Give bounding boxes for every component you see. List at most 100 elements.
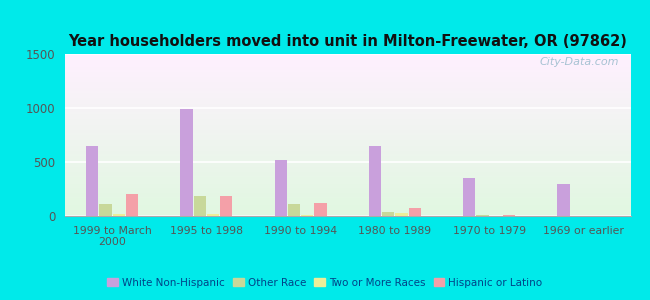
Bar <box>65 167 630 169</box>
Bar <box>65 190 630 192</box>
Bar <box>65 119 630 120</box>
Bar <box>65 98 630 99</box>
Bar <box>65 56 630 57</box>
Bar <box>86 146 98 216</box>
Bar <box>65 59 630 61</box>
Bar <box>65 70 630 72</box>
Bar <box>65 164 630 166</box>
Bar <box>409 208 421 216</box>
Bar <box>65 209 630 211</box>
Bar <box>463 178 475 216</box>
Bar <box>65 134 630 135</box>
Bar <box>288 204 300 216</box>
Bar <box>65 111 630 112</box>
Bar <box>65 148 630 150</box>
Bar <box>65 86 630 88</box>
Bar <box>126 194 138 216</box>
Bar <box>65 195 630 196</box>
Bar <box>65 64 630 65</box>
Bar <box>65 169 630 171</box>
Bar <box>301 215 313 216</box>
Bar <box>65 187 630 188</box>
Bar <box>65 90 630 91</box>
Bar <box>65 127 630 128</box>
Bar <box>99 204 112 216</box>
Bar <box>65 159 630 161</box>
Bar <box>65 132 630 134</box>
Bar <box>65 150 630 151</box>
Bar <box>65 136 630 138</box>
Bar <box>65 138 630 140</box>
Bar <box>65 112 630 114</box>
Bar <box>65 180 630 182</box>
Bar <box>65 96 630 98</box>
Bar <box>275 160 287 216</box>
Bar <box>65 91 630 93</box>
Bar <box>65 143 630 145</box>
Bar <box>65 57 630 59</box>
Bar <box>65 103 630 104</box>
Bar <box>382 212 395 216</box>
Bar <box>181 109 192 216</box>
Bar <box>65 130 630 132</box>
Bar <box>65 182 630 184</box>
Bar <box>65 171 630 172</box>
Bar <box>65 145 630 146</box>
Bar <box>65 83 630 85</box>
Bar <box>65 125 630 127</box>
Bar <box>65 128 630 130</box>
Bar <box>65 166 630 167</box>
Bar <box>65 208 630 209</box>
Bar <box>65 142 630 143</box>
Bar <box>65 203 630 205</box>
Bar <box>65 193 630 195</box>
Bar <box>207 214 219 216</box>
Bar <box>65 106 630 107</box>
Bar <box>65 184 630 185</box>
Bar <box>65 154 630 156</box>
Bar <box>65 82 630 83</box>
Bar <box>65 101 630 103</box>
Bar <box>65 78 630 80</box>
Bar <box>65 122 630 124</box>
Bar <box>65 206 630 208</box>
Bar <box>65 172 630 174</box>
Bar <box>395 213 408 216</box>
Bar <box>65 74 630 75</box>
Text: City-Data.com: City-Data.com <box>540 57 619 67</box>
Bar <box>65 99 630 101</box>
Bar <box>65 75 630 77</box>
Bar <box>65 156 630 158</box>
Bar <box>65 116 630 117</box>
Bar <box>315 203 326 216</box>
Bar <box>65 109 630 111</box>
Bar <box>65 192 630 193</box>
Bar <box>112 214 125 216</box>
Bar <box>65 77 630 78</box>
Bar <box>65 198 630 200</box>
Bar <box>220 196 232 216</box>
Bar <box>65 213 630 214</box>
Bar <box>65 161 630 163</box>
Bar <box>369 146 381 216</box>
Bar <box>65 88 630 90</box>
Bar <box>65 200 630 201</box>
Bar <box>65 94 630 96</box>
Bar <box>65 146 630 148</box>
Bar <box>65 179 630 180</box>
Legend: White Non-Hispanic, Other Race, Two or More Races, Hispanic or Latino: White Non-Hispanic, Other Race, Two or M… <box>103 274 547 292</box>
Bar <box>65 188 630 190</box>
Bar <box>65 72 630 74</box>
Bar <box>65 151 630 153</box>
Bar <box>65 69 630 70</box>
Title: Year householders moved into unit in Milton-Freewater, OR (97862): Year householders moved into unit in Mil… <box>68 34 627 49</box>
Bar <box>65 114 630 116</box>
Bar <box>65 85 630 86</box>
Bar <box>65 80 630 82</box>
Bar <box>65 185 630 187</box>
Bar <box>194 196 206 216</box>
Bar <box>65 177 630 179</box>
Bar <box>65 120 630 122</box>
Bar <box>65 124 630 125</box>
Bar <box>65 135 630 136</box>
